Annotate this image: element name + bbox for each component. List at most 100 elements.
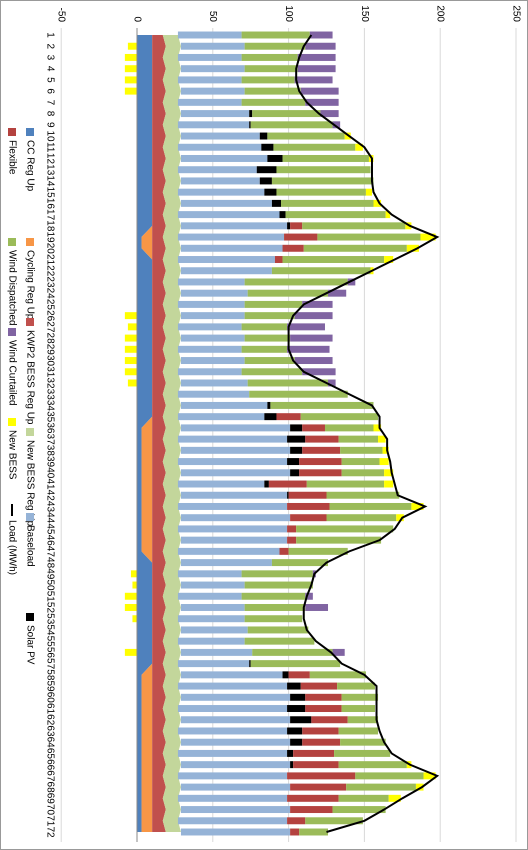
bar [341,705,376,713]
x-tick-label: 4 [45,66,56,72]
bar [305,693,342,701]
bar [293,749,335,757]
bar [177,53,242,61]
x-tick-label: 43 [45,501,56,513]
bar [384,480,394,488]
bar [288,671,310,679]
x-tick-label: 70 [45,804,56,816]
x-tick-label: 16 [45,198,56,210]
bar [177,502,288,510]
bar [299,469,342,477]
bar [177,323,242,331]
bar [282,671,289,679]
bar [252,110,321,118]
legend-swatch [26,128,34,136]
bar [180,401,268,409]
bar [309,671,366,679]
bar [379,458,389,466]
x-tick-label: 34 [45,400,56,412]
bar [132,581,137,589]
bar [177,390,250,398]
x-tick-label: 52 [45,602,56,614]
bar [177,705,288,713]
bar [332,806,386,814]
x-tick-label: 17 [45,209,56,221]
bar [180,491,288,499]
x-tick-label: 63 [45,725,56,737]
y-tick-label: 50 [207,11,218,23]
bar [378,435,386,443]
x-tick-label: 65 [45,748,56,760]
bar [177,435,288,443]
x-tick-label: 31 [45,366,56,378]
bar [241,368,303,376]
bar [309,31,333,39]
bar [177,794,288,802]
x-tick-label: 7 [45,100,56,106]
bar [124,368,137,376]
bar [340,446,383,454]
bar [249,390,348,398]
bar [241,53,298,61]
bar [127,42,137,50]
bar [290,693,306,701]
bar [311,716,348,724]
bar [302,738,341,746]
bar [297,53,336,61]
bar [132,615,137,623]
bar [177,211,280,219]
bar [124,604,137,611]
legend-swatch [26,318,34,326]
bar [177,166,257,174]
bar [180,693,291,701]
rotated-plot: -50 0 50 100 150 200 2501234567891011121314151… [6,5,521,842]
bar [180,671,283,679]
bar [127,379,137,387]
x-tick-label: 3 [45,55,56,61]
bar [124,65,137,73]
y-tick-label: 100 [283,5,294,22]
bar [177,256,275,263]
bar [302,300,333,308]
bar [302,727,339,735]
bar [290,222,303,230]
x-tick-label: 26 [45,310,56,322]
bar [244,278,348,286]
bar [244,637,315,645]
legend-swatch [8,238,16,246]
bar [290,783,347,791]
bar [241,570,313,578]
bar [328,289,347,297]
bar [177,525,288,533]
x-tick-label: 67 [45,770,56,782]
bar [294,76,333,84]
bar [305,817,363,825]
legend-label: New BESS Reg Up [24,440,35,527]
bar [317,233,421,241]
x-tick-label: 33 [45,389,56,401]
bar [244,581,313,589]
bar [271,177,374,185]
x-tick-label: 12 [45,153,56,165]
bar [267,401,271,409]
bar [296,536,382,544]
y-tick-label: 250 [510,5,521,22]
x-tick-label: 21 [45,254,56,266]
x-tick-label: 56 [45,647,56,659]
bar [177,660,250,668]
legend-swatch [26,238,34,246]
x-tick-label: 25 [45,299,56,311]
bar [287,536,297,544]
y-tick-label: 0 [131,16,142,22]
x-tick-label: 38 [45,445,56,457]
bar [244,312,295,320]
bar [287,345,330,353]
bar [287,705,306,713]
x-tick-label: 45 [45,523,56,535]
bar [180,312,245,320]
bar [305,705,342,713]
bar [287,749,294,757]
x-tick-label: 19 [45,231,56,243]
bar [180,267,272,275]
